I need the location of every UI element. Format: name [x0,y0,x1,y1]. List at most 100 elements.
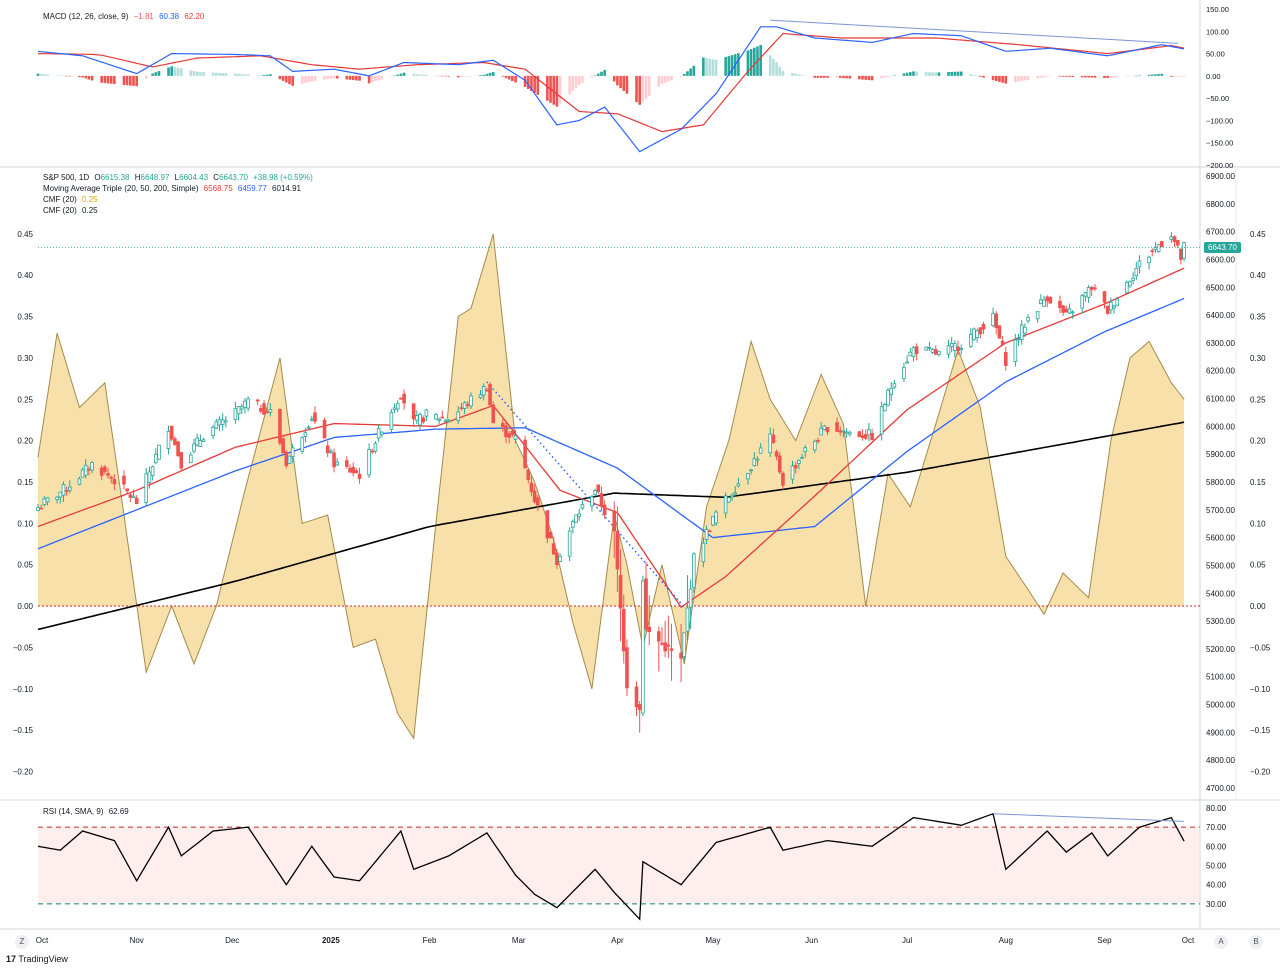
macd-histogram-bar [466,75,470,77]
macd-histogram-bar [1112,75,1116,78]
macd-histogram-bar [597,73,600,76]
macd-histogram-bar [425,74,428,76]
auto-scale-button[interactable]: A [1214,935,1228,949]
macd-histogram-bar [1036,75,1039,79]
candle-body [112,479,117,485]
candle-body [64,490,69,492]
candle-body [883,404,887,412]
price-tick-label: 6300.00 [1206,339,1235,348]
cmf-tick-label-right: 0.15 [1250,478,1266,487]
macd-histogram-bar [1173,75,1176,77]
macd-histogram-bar [571,75,575,92]
rsi-name[interactable]: RSI (14, SMA, 9) [43,807,104,816]
candle-body [1016,338,1021,341]
candle-body [1172,236,1177,242]
macd-histogram-bar [256,75,259,76]
symbol-label[interactable]: S&P 500, 1D [43,173,90,182]
macd-histogram-bar [412,73,415,76]
candle-body [491,404,496,424]
macd-histogram-bar [536,75,540,95]
candle-body [389,412,394,430]
candle-body [800,457,804,459]
macd-histogram-bar [377,75,380,81]
candle-body [774,451,779,457]
macd-histogram-bar [1150,74,1154,76]
candle-body [243,400,247,408]
candle-body [106,473,110,476]
macd-histogram-bar [679,75,683,77]
macd-histogram-bar [485,73,489,76]
rsi-divergence-line[interactable] [993,813,1185,822]
macd-histogram-bar [1115,75,1119,78]
candle-body [889,387,893,395]
cmf2-name[interactable]: CMF (20) [43,206,77,215]
macd-divergence-line[interactable] [770,19,1178,44]
candle-body [278,409,282,444]
candle-body [443,419,448,422]
zoom-nav-button[interactable]: Z [15,935,29,949]
macd-histogram-bar [211,72,215,76]
tradingview-brand[interactable]: 17 TradingView [6,954,68,964]
macd-histogram-bar [870,75,874,81]
macd-histogram-bar [746,50,750,76]
candle-body [746,473,750,480]
dotted-trendline[interactable] [486,381,685,608]
cmf-fill [38,233,1185,739]
macd-histogram-bar [39,73,43,76]
candle-body [1039,299,1043,305]
macd-histogram-bar [959,71,963,76]
macd-tick-label: −200.00 [1206,161,1233,170]
macd-histogram-bar [991,75,995,81]
candle-body [134,497,139,504]
candle-body [367,449,371,476]
macd-histogram-bar [1017,75,1020,82]
macd-histogram-bar [924,71,928,76]
time-tick-label: Apr [611,936,624,945]
cmf1-name[interactable]: CMF (20) [43,195,77,204]
candle-body [465,404,470,406]
macd-histogram-bar [380,75,384,80]
open-value: 6615.38 [100,173,130,182]
log-scale-button[interactable]: B [1249,935,1263,949]
macd-histogram-bar [816,75,820,78]
candle-body [36,507,40,511]
candle-body [797,460,801,464]
candle-body [150,466,155,477]
candle-body [819,428,823,436]
candle-body [1150,250,1155,253]
price-tick-label: 6200.00 [1206,367,1235,376]
cmf-tick-label: 0.05 [17,561,33,570]
ma-name[interactable]: Moving Average Triple (20, 50, 200, Simp… [43,184,199,193]
candle-body [618,575,623,609]
candle-body [109,476,114,479]
macd-histogram-bar [616,75,619,86]
cmf-tick-label: 0.35 [17,313,33,322]
macd-histogram-bar [402,72,406,76]
candle-body [169,425,174,440]
candle-body [978,327,983,335]
macd-histogram-bar [332,75,336,79]
candle-body [1128,281,1132,287]
macd-histogram-bar [278,75,282,80]
ma-row: Moving Average Triple (20, 50, 200, Simp… [43,183,316,194]
macd-histogram-bar [463,75,466,77]
candle-body [733,492,737,495]
candle-body [949,342,954,348]
macd-histogram-bar [791,73,794,76]
cmf-line [37,233,1185,740]
macd-histogram-bar [100,75,103,83]
macd-histogram-bar [507,75,511,80]
candle-body [1083,292,1088,297]
low-label: L [174,173,180,182]
candle-body [704,528,709,540]
macd-histogram-bar [1138,75,1141,77]
macd-histogram-bar [259,75,263,76]
candle-body [790,465,795,480]
macd-histogram-bar [421,74,425,76]
macd-histogram-bar [234,73,237,76]
candle-body [602,504,607,516]
candle-body [771,434,776,444]
macd-histogram-bar [176,67,180,76]
macd-histogram-bar [979,75,982,77]
